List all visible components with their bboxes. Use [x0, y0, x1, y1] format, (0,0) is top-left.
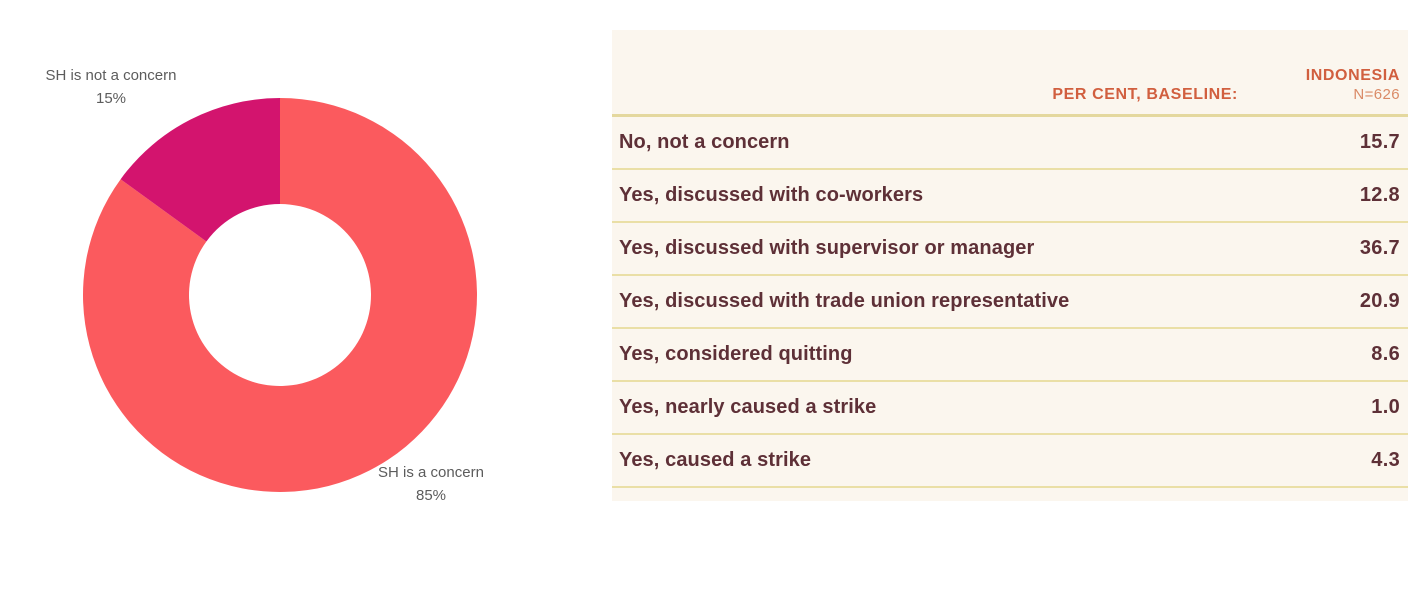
table-header-sample-size: N=626	[1353, 86, 1400, 103]
donut-label-concern-text: SH is a concern	[378, 464, 484, 481]
donut-label-not-concern-text: SH is not a concern	[45, 67, 177, 84]
row-label: Yes, considered quitting	[619, 343, 853, 365]
table-header-country: INDONESIA	[1305, 67, 1400, 84]
table-row: No, not a concern 15.7	[612, 117, 1408, 170]
table-row: Yes, discussed with trade union represen…	[612, 276, 1408, 329]
table-rows: No, not a concern 15.7 Yes, discussed wi…	[612, 117, 1408, 488]
row-value: 36.7	[1359, 237, 1400, 259]
table-row: Yes, considered quitting 8.6	[612, 329, 1408, 382]
table-row: Yes, discussed with co-workers 12.8	[612, 170, 1408, 223]
row-value: 15.7	[1359, 131, 1400, 153]
donut-chart-svg	[82, 98, 478, 492]
baseline-table: PER CENT, BASELINE: INDONESIA N=626 No, …	[612, 30, 1408, 501]
donut-label-not-concern: SH is not a concern 15%	[0, 64, 236, 110]
table-header: PER CENT, BASELINE: INDONESIA N=626	[612, 30, 1408, 117]
donut-slice	[120, 98, 280, 242]
row-label: Yes, discussed with trade union represen…	[619, 290, 1070, 312]
donut-label-concern: SH is a concern 85%	[306, 461, 556, 507]
row-label: Yes, nearly caused a strike	[619, 396, 877, 418]
row-value: 12.8	[1359, 184, 1400, 206]
row-label: Yes, discussed with supervisor or manage…	[619, 237, 1035, 259]
table-row: Yes, caused a strike 4.3	[612, 435, 1408, 488]
donut-chart: SH is not a concern 15% SH is a concern …	[0, 0, 560, 589]
row-value: 4.3	[1371, 449, 1400, 471]
row-value: 1.0	[1371, 396, 1400, 418]
donut-label-concern-percent: 85%	[415, 487, 447, 504]
table-row: Yes, discussed with supervisor or manage…	[612, 223, 1408, 276]
donut-label-not-concern-percent: 15%	[95, 90, 127, 107]
table-header-baseline-label: PER CENT, BASELINE:	[1052, 86, 1238, 103]
table-row: Yes, nearly caused a strike 1.0	[612, 382, 1408, 435]
row-value: 20.9	[1359, 290, 1400, 312]
table-header-country-column: INDONESIA N=626	[1238, 66, 1400, 104]
row-label: Yes, discussed with co-workers	[619, 184, 924, 206]
row-label: No, not a concern	[619, 131, 790, 153]
row-label: Yes, caused a strike	[619, 449, 812, 471]
donut-slice	[82, 98, 478, 492]
row-value: 8.6	[1371, 343, 1400, 365]
